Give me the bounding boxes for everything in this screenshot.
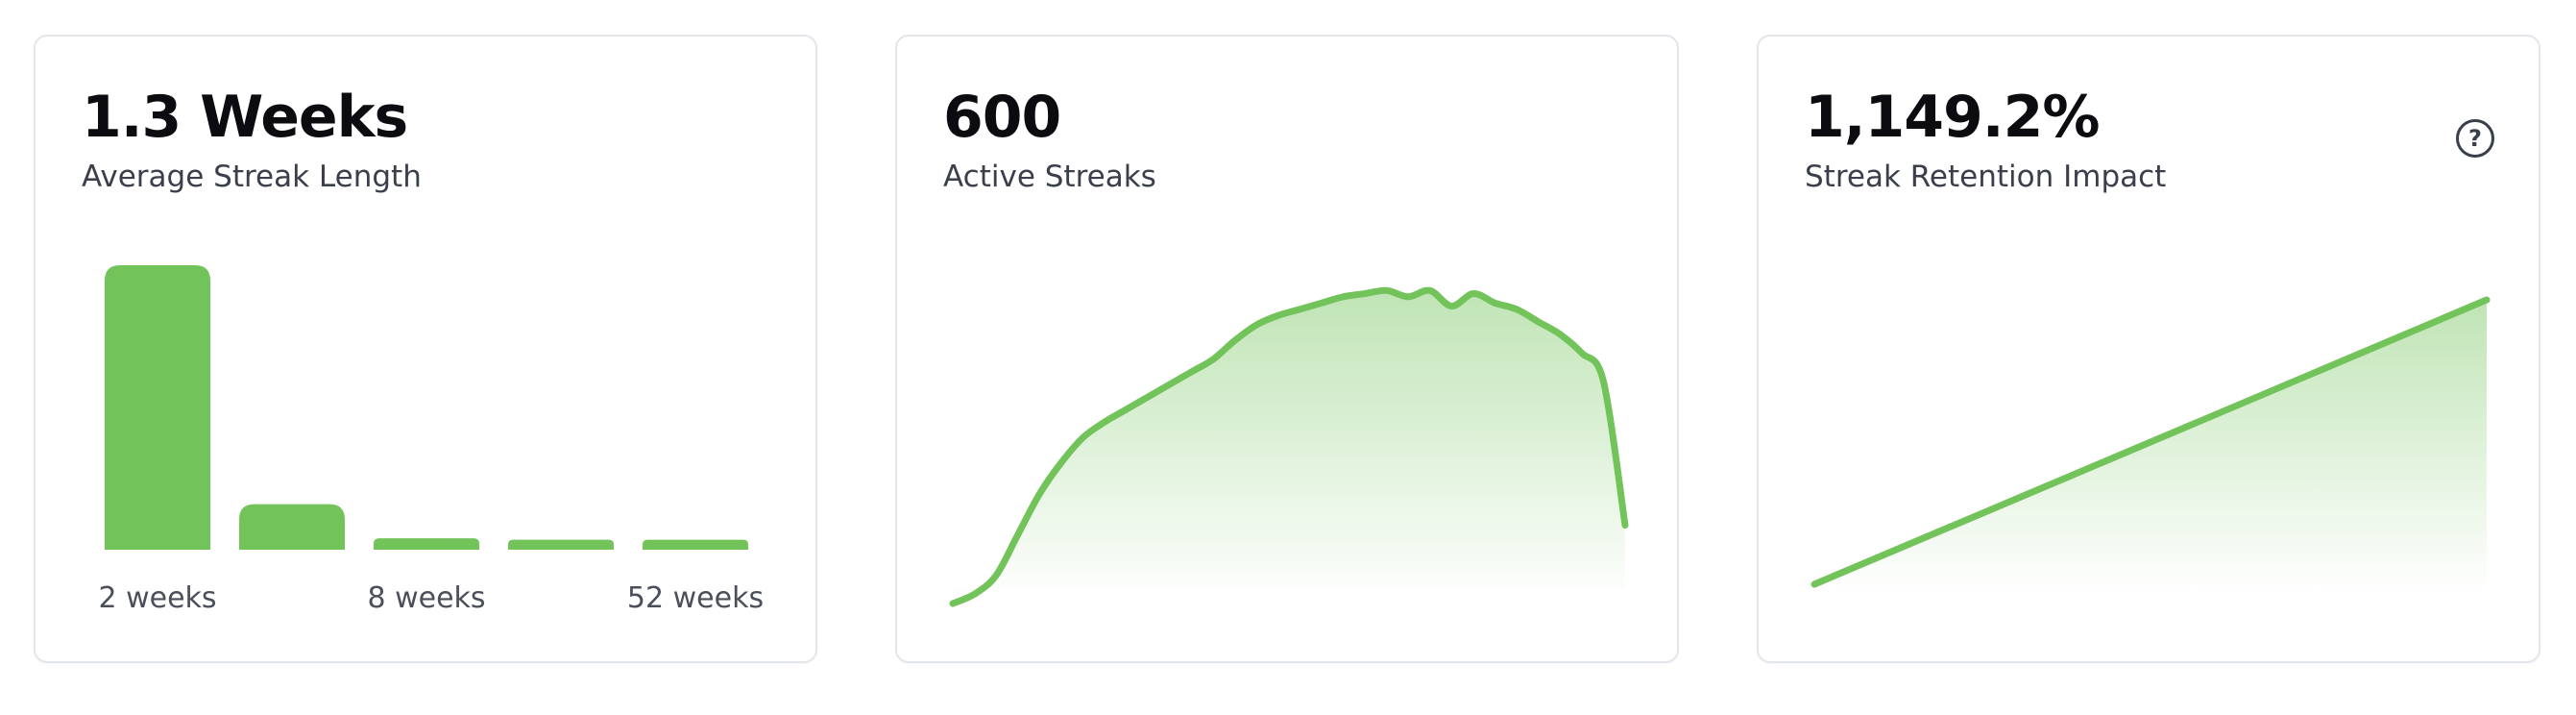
bar-3 (508, 539, 614, 550)
active-streaks-label: Active Streaks (943, 160, 1156, 194)
retention-impact-value: 1,149.2% (1805, 84, 2100, 151)
bar-2 (374, 538, 479, 550)
avg-streak-card: 1.3 Weeks Average Streak Length 2 weeks 8… (34, 35, 817, 663)
x-tick-label: 52 weeks (627, 581, 764, 615)
bar-0 (105, 265, 210, 550)
retention-impact-area-chart (1810, 296, 2491, 592)
area-fill (953, 290, 1625, 604)
avg-streak-value: 1.3 Weeks (82, 84, 408, 151)
retention-impact-label: Streak Retention Impact (1805, 160, 2167, 194)
question-circle-icon[interactable]: ? (2456, 119, 2494, 158)
bar-4 (643, 539, 748, 550)
bar-1 (239, 504, 345, 550)
series-line (1810, 296, 2491, 588)
avg-streak-label: Average Streak Length (82, 160, 422, 194)
x-tick-label: 2 weeks (98, 581, 216, 615)
x-tick-label: 8 weeks (367, 581, 485, 615)
retention-impact-card: 1,149.2% Streak Retention Impact ? (1757, 35, 2540, 663)
active-streaks-area-chart (949, 286, 1629, 607)
active-streaks-value: 600 (943, 84, 1061, 151)
active-streaks-card: 600 Active Streaks (895, 35, 1679, 663)
series-line (949, 286, 1629, 607)
streak-length-bar-chart: 2 weeks 8 weeks 52 weeks (98, 265, 764, 615)
